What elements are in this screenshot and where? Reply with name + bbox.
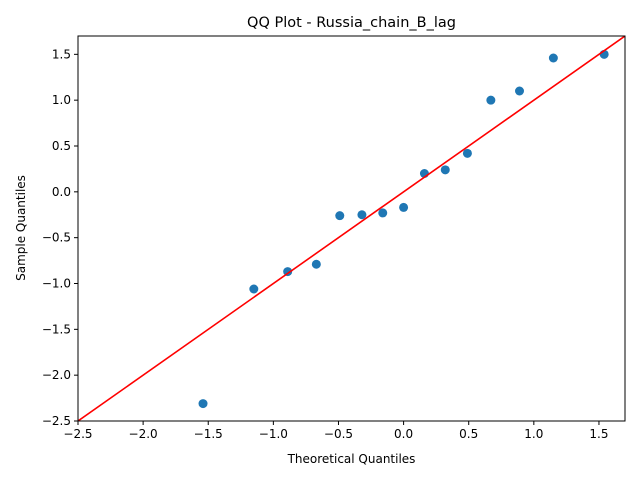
x-tick-label-0: −2.5	[63, 427, 92, 441]
data-point-7	[399, 202, 409, 212]
x-tick-label-4: −0.5	[324, 427, 353, 441]
data-point-9	[440, 165, 450, 175]
data-point-5	[357, 210, 367, 220]
data-point-4	[335, 211, 345, 221]
plot-area: −2.5 −2.0 −1.5 −1.0 −0.5 0.0 0.5 1.0 1.5 −2.5 −2.0…	[42, 35, 626, 441]
chart-title: QQ Plot - Russia_chain_B_lag	[247, 15, 456, 31]
x-axis-label: Theoretical Quantiles	[287, 452, 416, 466]
y-axis-label: Sample Quantiles	[14, 175, 28, 281]
y-tick-label-4: −0.5	[42, 231, 71, 245]
data-point-12	[515, 86, 525, 96]
reference-line	[78, 36, 625, 421]
data-point-11	[486, 95, 496, 105]
x-tick-label-2: −1.5	[194, 427, 223, 441]
x-tick-label-7: 1.0	[524, 427, 543, 441]
x-tick-label-3: −1.0	[259, 427, 288, 441]
data-point-3	[311, 259, 321, 269]
y-tick-label-2: −1.5	[42, 322, 71, 336]
x-tick-label-8: 1.5	[589, 427, 608, 441]
y-tick-label-5: 0.0	[52, 185, 71, 199]
y-tick-label-6: 0.5	[52, 139, 71, 153]
data-point-10	[462, 148, 472, 158]
y-tick-label-1: −2.0	[42, 368, 71, 382]
x-tick-label-6: 0.5	[459, 427, 478, 441]
y-tick-label-7: 1.0	[52, 93, 71, 107]
axes-frame	[77, 35, 626, 422]
y-tick-label-8: 1.5	[52, 47, 71, 61]
x-tick-label-1: −2.0	[129, 427, 158, 441]
data-point-6	[378, 208, 388, 218]
y-tick-label-0: −2.5	[42, 414, 71, 428]
data-point-1	[249, 284, 259, 294]
data-point-2	[283, 267, 293, 277]
data-point-13	[548, 53, 558, 63]
data-point-0	[198, 399, 208, 409]
y-tick-label-3: −1.0	[42, 277, 71, 291]
x-tick-label-5: 0.0	[394, 427, 413, 441]
